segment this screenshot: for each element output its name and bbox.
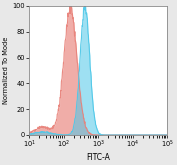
- X-axis label: FITC-A: FITC-A: [86, 152, 110, 162]
- Y-axis label: Normalized To Mode: Normalized To Mode: [4, 37, 10, 104]
